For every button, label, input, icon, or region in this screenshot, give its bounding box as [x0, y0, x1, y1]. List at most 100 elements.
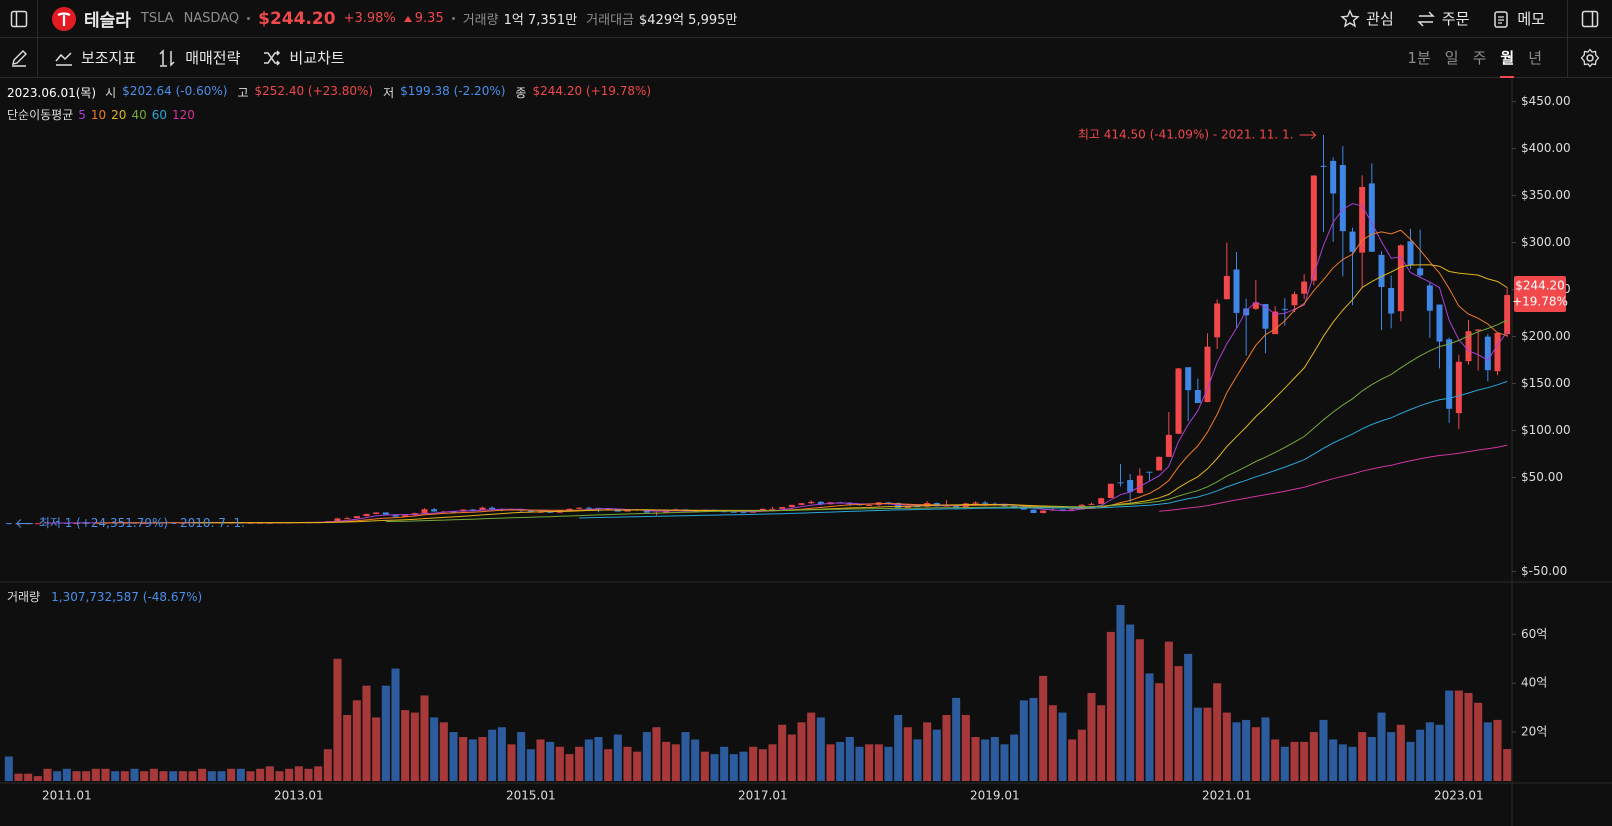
separator — [247, 17, 251, 20]
candle-body — [576, 507, 583, 509]
memo-button[interactable]: 메모 — [1491, 8, 1545, 29]
y-tick-label: 40억 — [1521, 676, 1547, 690]
period-option[interactable]: 일 — [1444, 48, 1459, 67]
volume-bar — [874, 744, 883, 781]
watch-button[interactable]: 관심 — [1340, 8, 1394, 29]
volume-bar — [488, 729, 497, 781]
candle-body — [527, 510, 534, 512]
period-option[interactable]: 1분 — [1407, 48, 1431, 67]
volume-bar — [546, 741, 555, 781]
candle-body — [344, 518, 351, 520]
icon — [55, 51, 72, 66]
indicator-button[interactable]: 보조지표 — [54, 47, 136, 68]
volume-bar — [362, 685, 371, 781]
volume-bar — [1271, 739, 1280, 781]
candle-body — [1214, 303, 1221, 338]
volume-bar — [903, 727, 912, 781]
volume-bar — [1319, 719, 1328, 781]
draw-tool[interactable] — [0, 38, 38, 77]
candle-body — [769, 508, 776, 510]
volume-bar — [961, 715, 970, 781]
volume-bar — [981, 739, 990, 781]
candle-body — [1069, 509, 1076, 511]
candle-body — [1330, 160, 1337, 194]
candle-body — [1252, 302, 1259, 309]
icon — [10, 10, 27, 27]
volume-bar — [1000, 744, 1009, 781]
candle-body — [1407, 241, 1414, 266]
volume-bar — [439, 722, 448, 781]
candle-body — [266, 522, 273, 524]
sidebar-toggle[interactable] — [0, 0, 38, 37]
candle-body — [846, 503, 853, 505]
field-value: $199.38 (-2.20%) — [400, 84, 506, 98]
moving-average — [192, 264, 1508, 524]
settings-button[interactable] — [1567, 38, 1612, 77]
volume-bar — [952, 697, 961, 781]
volume-bar — [797, 722, 806, 781]
volume-bar — [652, 727, 661, 781]
volume-bar — [1454, 690, 1463, 781]
volume-bar — [729, 754, 738, 781]
change-percent: +3.98% — [343, 11, 396, 26]
volume-bar — [275, 771, 284, 781]
period-option[interactable]: 년 — [1528, 48, 1542, 67]
candle-body — [1349, 231, 1356, 252]
panel-toggle[interactable] — [1567, 0, 1612, 38]
tool-label: 매매전략 — [185, 49, 241, 67]
ohlc-fields: 시 $202.64 (-0.60%) 고 $252.40 (+23.80%) 저 $199… — [101, 84, 651, 101]
last-price-box — [1514, 276, 1566, 313]
volume-bar — [1300, 741, 1309, 781]
period-option[interactable]: 월 — [1500, 38, 1514, 78]
volume-bar — [304, 768, 313, 781]
candle-body — [450, 511, 457, 513]
logo — [52, 6, 76, 31]
compare-button[interactable]: 비교차트 — [262, 47, 345, 68]
volume-bar — [1164, 641, 1173, 781]
volume-bar — [1445, 690, 1454, 781]
y-tick-label: 60억 — [1521, 627, 1547, 641]
volume-bar — [459, 737, 468, 781]
volume-bar — [1425, 722, 1434, 781]
candle-body — [1368, 183, 1375, 252]
candle-body — [1291, 294, 1298, 306]
indicator-label: 단순이동평균 — [7, 108, 74, 122]
x-tick-label: 2017.01 — [738, 789, 788, 803]
ma-legend: 단순이동평균 5 10 20 40 60 120 — [7, 106, 195, 123]
field-label: 종 — [515, 86, 527, 100]
x-tick-label: 2011.01 — [42, 789, 92, 803]
volume-bar — [1010, 734, 1019, 781]
order-button[interactable]: 주문 — [1416, 8, 1469, 29]
candle-body — [1040, 510, 1047, 513]
volume-bar — [285, 768, 294, 781]
y-tick-label: 20억 — [1521, 725, 1547, 739]
candle-body — [1011, 505, 1018, 507]
y-tick-label: $350.00 — [1521, 188, 1571, 202]
icon — [1340, 8, 1360, 27]
tool-label: 비교차트 — [289, 49, 345, 67]
candle-body — [1339, 164, 1346, 232]
volume-bar — [826, 744, 835, 781]
candle-body — [1310, 175, 1317, 281]
volume-bar — [1251, 727, 1260, 781]
candle-body — [1204, 346, 1211, 403]
strategy-button[interactable]: 매매전략 — [158, 47, 240, 68]
candle-body — [1136, 475, 1143, 493]
ma-period: 5 — [78, 107, 86, 122]
candle-body — [1088, 503, 1095, 505]
min-note: 최저 1 (+24,351.79%) - 2010. 7. 1. — [39, 516, 245, 530]
candle-body — [1165, 434, 1172, 457]
volume-bar — [565, 754, 574, 781]
volume-bar — [14, 773, 23, 781]
candle-body — [83, 522, 90, 524]
x-tick-label: 2013.01 — [274, 789, 324, 803]
period-option[interactable]: 주 — [1472, 48, 1487, 67]
volume-bar — [420, 695, 429, 781]
icon — [1580, 47, 1600, 68]
volume-bar — [1396, 724, 1405, 781]
y-tick-label: $150.00 — [1521, 376, 1571, 390]
candle-body — [1127, 480, 1134, 492]
volume-bar — [1474, 702, 1483, 781]
volume-bar — [633, 751, 642, 781]
action-label: 관심 — [1366, 10, 1394, 28]
